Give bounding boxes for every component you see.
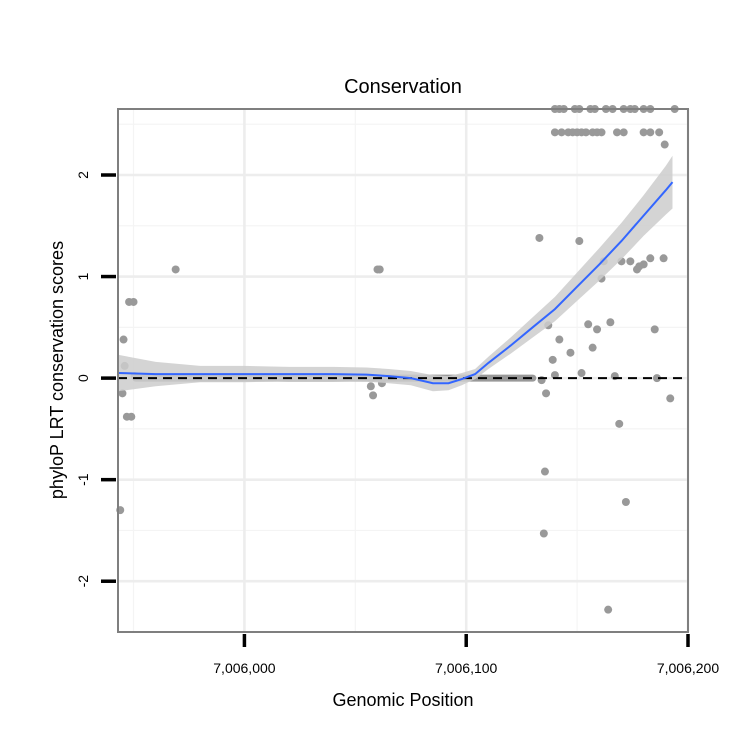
data-point: [615, 419, 624, 428]
chart-title: Conservation: [344, 76, 462, 98]
data-point: [646, 254, 655, 263]
data-point: [639, 260, 648, 269]
y-tick-label: 1: [75, 272, 91, 280]
data-point: [655, 128, 664, 137]
data-point: [127, 412, 136, 421]
data-point: [621, 498, 630, 507]
data-point: [650, 325, 659, 334]
data-point: [539, 529, 548, 538]
data-point: [577, 369, 586, 378]
data-point: [639, 128, 648, 137]
data-point: [366, 382, 375, 391]
y-tick-label: -1: [75, 473, 91, 486]
y-tick-label: 2: [75, 171, 91, 179]
data-point: [129, 297, 138, 306]
data-point: [588, 343, 597, 352]
data-point: [557, 128, 566, 137]
data-point: [118, 389, 127, 398]
data-point: [171, 265, 180, 274]
plot-border: [117, 108, 689, 633]
data-point: [575, 237, 584, 246]
data-point: [540, 467, 549, 476]
data-point: [535, 233, 544, 242]
data-point: [593, 325, 602, 334]
data-point: [119, 335, 128, 344]
data-point: [375, 265, 384, 274]
data-point: [550, 371, 559, 380]
data-point: [369, 391, 378, 400]
data-point: [606, 318, 615, 327]
data-point: [581, 128, 590, 137]
data-point: [646, 128, 655, 137]
x-tick-label: 7,006,200: [657, 660, 719, 676]
data-point: [550, 128, 559, 137]
data-point: [613, 128, 622, 137]
data-point: [666, 394, 675, 403]
data-point: [542, 389, 551, 398]
data-point: [626, 257, 635, 266]
data-point: [548, 355, 557, 364]
data-point: [652, 374, 661, 383]
data-point: [604, 605, 613, 614]
data-point: [660, 140, 669, 149]
y-tick-label: -2: [75, 575, 91, 588]
data-point: [584, 320, 593, 329]
x-tick-label: 7,006,000: [213, 660, 275, 676]
y-tick-label: 0: [75, 374, 91, 382]
data-point: [619, 128, 628, 137]
plot-area: 7,006,000 7,006,100 7,006,200 -2 -1 0 1 2: [75, 105, 719, 676]
x-tick-label: 7,006,100: [435, 660, 497, 676]
data-point: [659, 254, 668, 263]
x-axis-label: Genomic Position: [332, 690, 473, 710]
smooth-line: [117, 181, 674, 385]
data-point: [597, 128, 606, 137]
data-point: [566, 348, 575, 357]
y-axis-label: phyloP LRT conservation scores: [47, 241, 67, 499]
confidence-ribbon: [118, 155, 673, 392]
data-point: [555, 335, 564, 344]
